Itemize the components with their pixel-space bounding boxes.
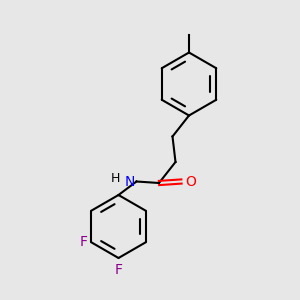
Text: H: H (111, 172, 120, 185)
Text: O: O (185, 175, 196, 188)
Text: N: N (124, 175, 135, 188)
Text: F: F (80, 235, 88, 249)
Text: F: F (115, 262, 122, 277)
